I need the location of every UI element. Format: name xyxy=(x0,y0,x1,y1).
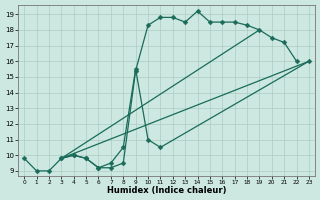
X-axis label: Humidex (Indice chaleur): Humidex (Indice chaleur) xyxy=(107,186,226,195)
